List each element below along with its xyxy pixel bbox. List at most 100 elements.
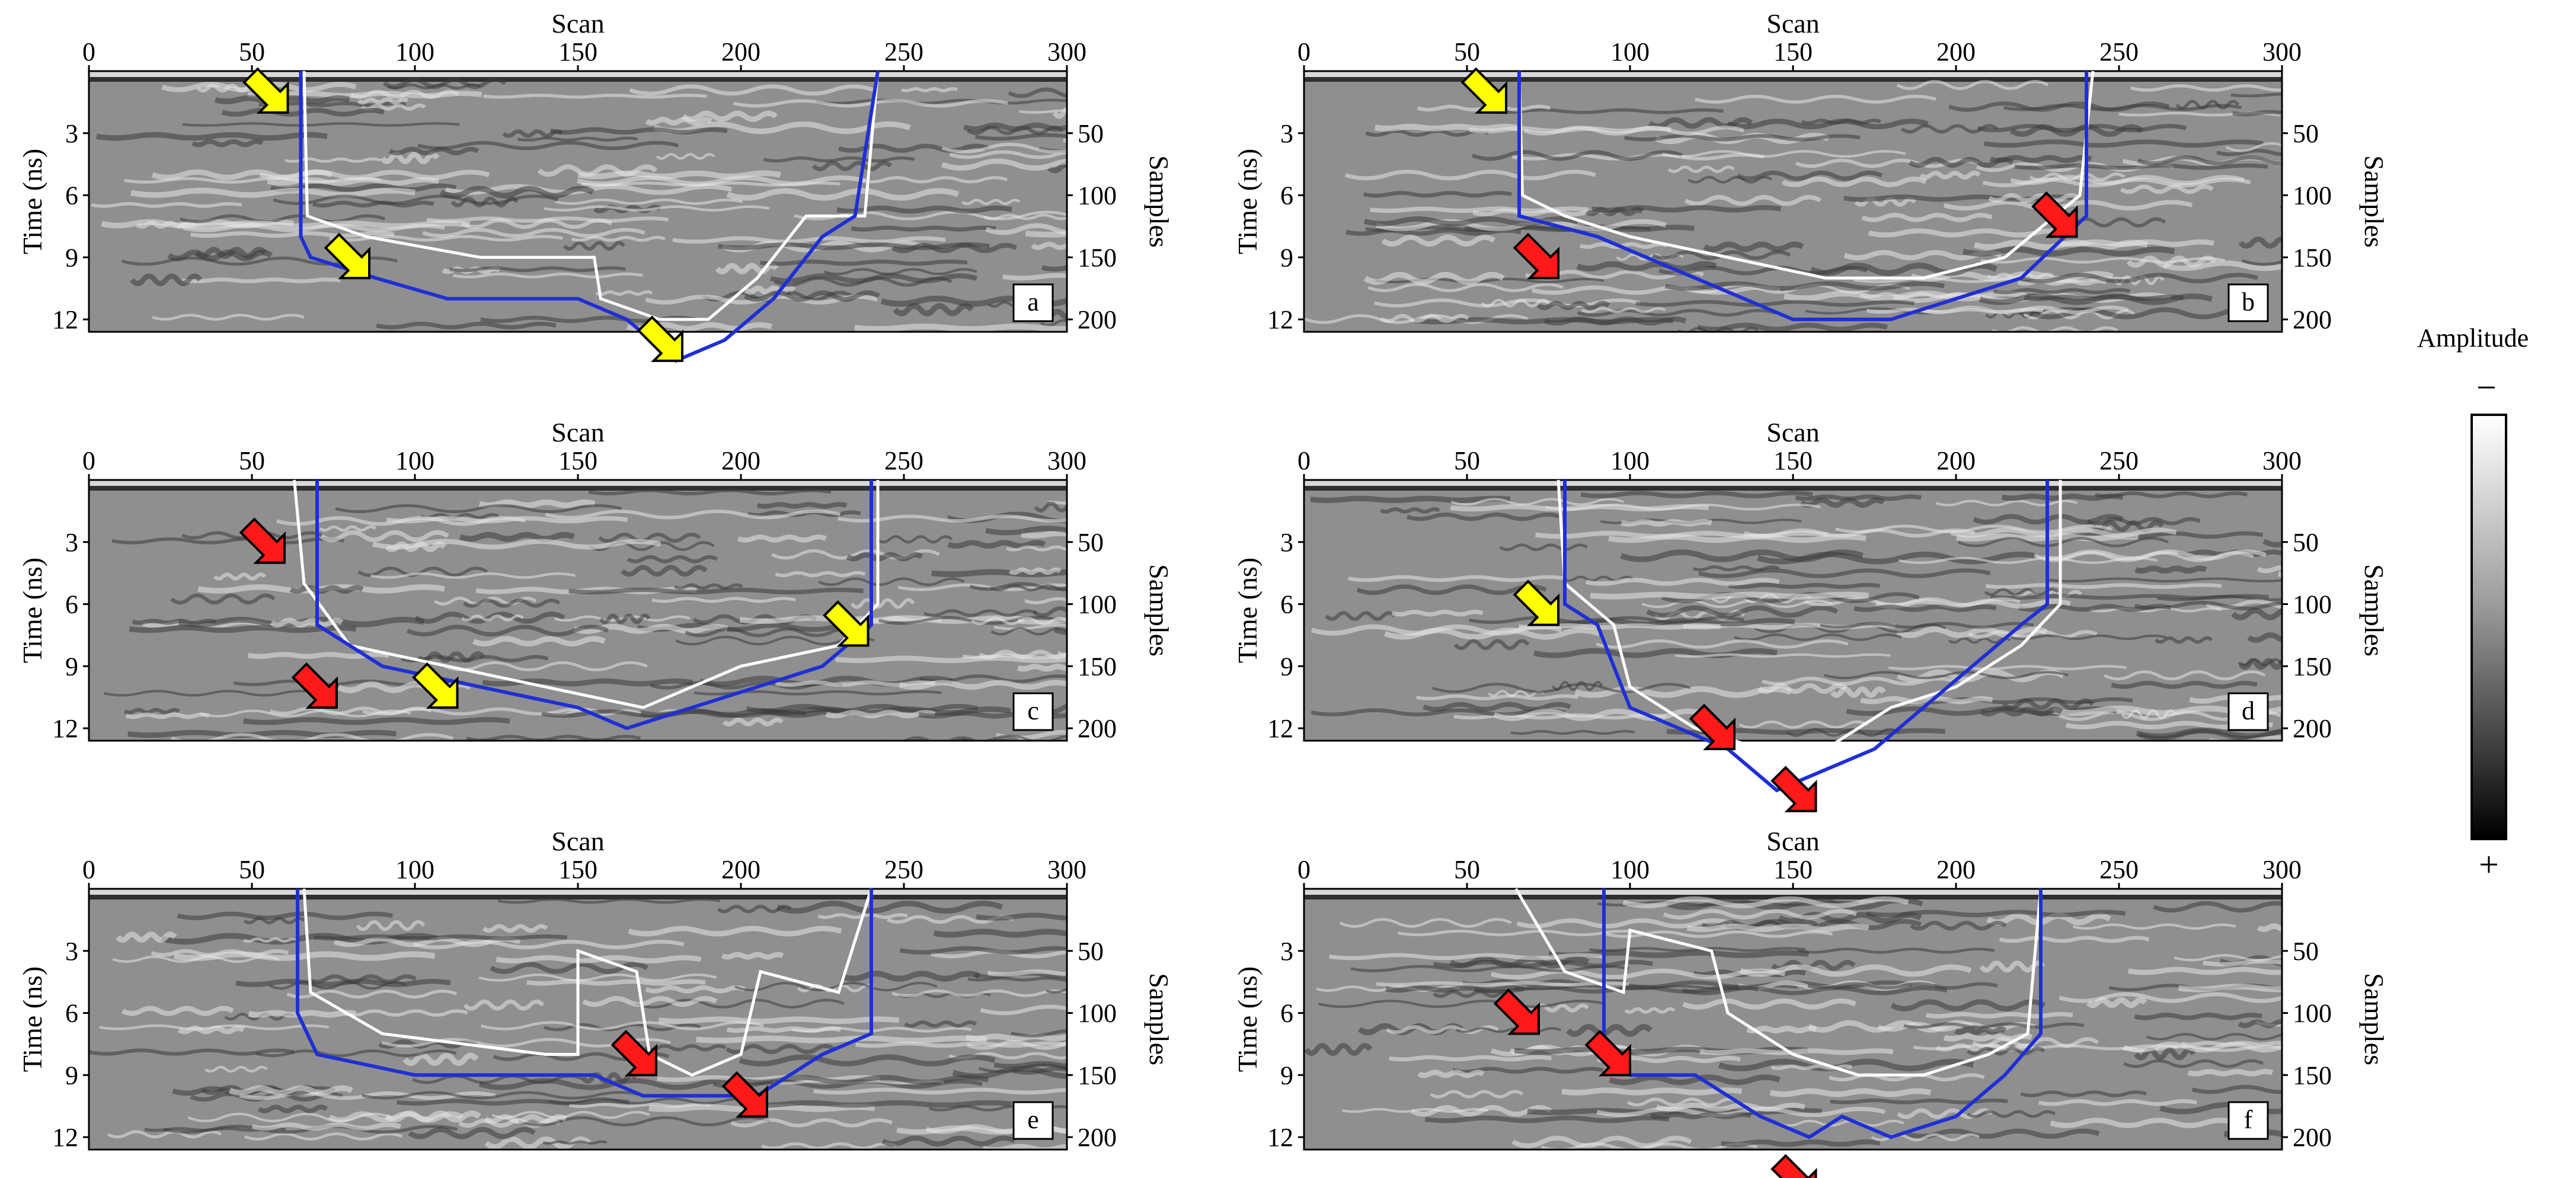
panel-c: 0 50 100 150 200 250 300 3 6 9 12 50 100 150 200 Scan Ti… [0,409,1209,764]
y-left-tick-label: 9 [1280,652,1293,681]
arrow-yellow [242,67,289,114]
x-axis-title: Scan [1766,8,1819,39]
x-tick-label: 200 [1936,37,1976,66]
x-tick-label: 150 [1773,855,1813,884]
panel-letter-box [2227,692,2269,731]
y-right-tick-label: 200 [2293,305,2332,334]
arrow-red [239,517,286,564]
panel-b: 0 50 100 150 200 250 300 3 6 9 12 50 100 150 200 Scan Ti… [1215,0,2424,356]
y-right-tick-label: 100 [2293,181,2332,210]
arrow-yellow [412,662,459,709]
y-left-tick-label: 12 [1267,305,1293,334]
y-right-tick-label: 150 [2293,652,2332,681]
radargram-texture [89,889,1067,1150]
panel-letter: b [2242,287,2255,316]
x-tick-label: 200 [1936,855,1976,884]
panel-letter-box [2227,283,2269,322]
y-right-tick-label: 150 [1078,243,1117,272]
white-interface-trace [1517,71,2095,280]
y-right-axis-title: Samples [1144,973,1174,1065]
y-left-tick-label: 6 [1280,999,1293,1028]
x-tick-label: 200 [721,37,760,66]
arrow-yellow [637,315,683,362]
colorbar [2470,414,2507,840]
y-left-tick-label: 12 [1267,1123,1293,1152]
y-right-tick-label: 50 [2293,528,2319,557]
white-interface-trace [302,888,873,1077]
colorbar-title: Amplitude [2417,324,2529,353]
arrow-red [1493,988,1540,1035]
x-tick-label: 300 [1047,37,1086,66]
x-tick-label: 50 [239,37,265,66]
x-tick-label: 300 [2262,446,2302,475]
radargram-background [89,71,1067,332]
y-left-tick-label: 3 [1280,119,1293,148]
y-left-tick-label: 6 [65,590,78,619]
y-right-axis-title: Samples [2359,155,2389,248]
y-left-tick-label: 6 [65,999,78,1028]
y-right-tick-label: 100 [2293,999,2332,1028]
y-left-tick-label: 9 [1280,1061,1293,1090]
y-left-tick-label: 3 [65,119,78,148]
x-tick-label: 150 [558,446,597,475]
arrow-red [1689,703,1736,750]
x-tick-label: 250 [884,37,923,66]
x-tick-label: 300 [2262,37,2302,66]
panel-letter: d [2242,696,2255,725]
x-tick-label: 0 [82,37,95,66]
arrow-yellow [1460,67,1507,114]
x-tick-label: 50 [239,855,265,884]
x-tick-label: 250 [884,855,923,884]
panel-svg: 0 50 100 150 200 250 300 3 6 9 12 50 100 150 200 Scan Ti… [1232,8,2389,334]
x-axis-title: Scan [551,417,604,447]
y-right-tick-label: 200 [2293,1123,2332,1152]
panel-a: 0 50 100 150 200 250 300 3 6 9 12 50 100 150 200 Scan Ti… [0,0,1209,363]
white-interface-trace [302,71,880,321]
x-tick-label: 250 [2099,37,2139,66]
x-tick-label: 150 [558,37,597,66]
arrow-red [1770,766,1817,812]
y-right-tick-label: 200 [1078,714,1117,743]
panel-letter-box [1012,692,1054,731]
x-axis-title: Scan [1766,826,1819,856]
y-left-axis-title: Time (ns) [1232,966,1263,1073]
arrow-yellow [1513,580,1559,626]
x-tick-label: 200 [721,446,760,475]
x-tick-label: 50 [1454,446,1480,475]
arrow-red [2031,191,2078,238]
white-interface-trace [1514,888,2043,1077]
y-left-tick-label: 12 [52,305,78,334]
y-left-tick-label: 9 [1280,243,1293,272]
x-tick-label: 100 [1610,446,1650,475]
blue-reference-outline [1563,480,2049,793]
y-left-axis-title: Time (ns) [1232,149,1263,255]
y-left-tick-label: 9 [65,652,78,681]
arrow-red [721,1071,768,1118]
x-tick-label: 100 [1610,855,1650,884]
x-tick-label: 0 [1297,37,1311,66]
y-left-axis-title: Time (ns) [17,558,47,664]
y-left-tick-label: 6 [1280,590,1293,619]
y-right-tick-label: 200 [2293,714,2332,743]
y-left-tick-label: 12 [1267,714,1293,743]
panel-letter: e [1027,1105,1039,1134]
panel-svg: 0 50 100 150 200 250 300 3 6 9 12 50 100 150 200 Scan Ti… [17,8,1174,363]
y-left-axis-title: Time (ns) [1232,558,1263,664]
x-tick-label: 100 [1610,37,1650,66]
x-axis-title: Scan [551,826,604,856]
arrow-red [291,662,338,709]
x-tick-label: 300 [1047,446,1086,475]
y-left-tick-label: 6 [65,181,78,210]
panel-letter: a [1027,287,1039,316]
panel-letter-box [1012,1101,1054,1140]
y-left-tick-label: 12 [52,1123,78,1152]
colorbar-bottom-sign: + [2479,845,2499,884]
panel-letter: f [2244,1105,2253,1134]
y-right-tick-label: 100 [1078,181,1117,210]
panel-e: 0 50 100 150 200 250 300 3 6 9 12 50 100 150 200 Scan Ti… [0,818,1209,1173]
panel-d: 0 50 100 150 200 250 300 3 6 9 12 50 100 150 200 Scan Ti… [1215,409,2424,812]
x-tick-label: 0 [82,446,95,475]
blue-reference-outline [315,480,873,731]
x-tick-label: 300 [1047,855,1086,884]
y-right-axis-title: Samples [1144,564,1174,657]
